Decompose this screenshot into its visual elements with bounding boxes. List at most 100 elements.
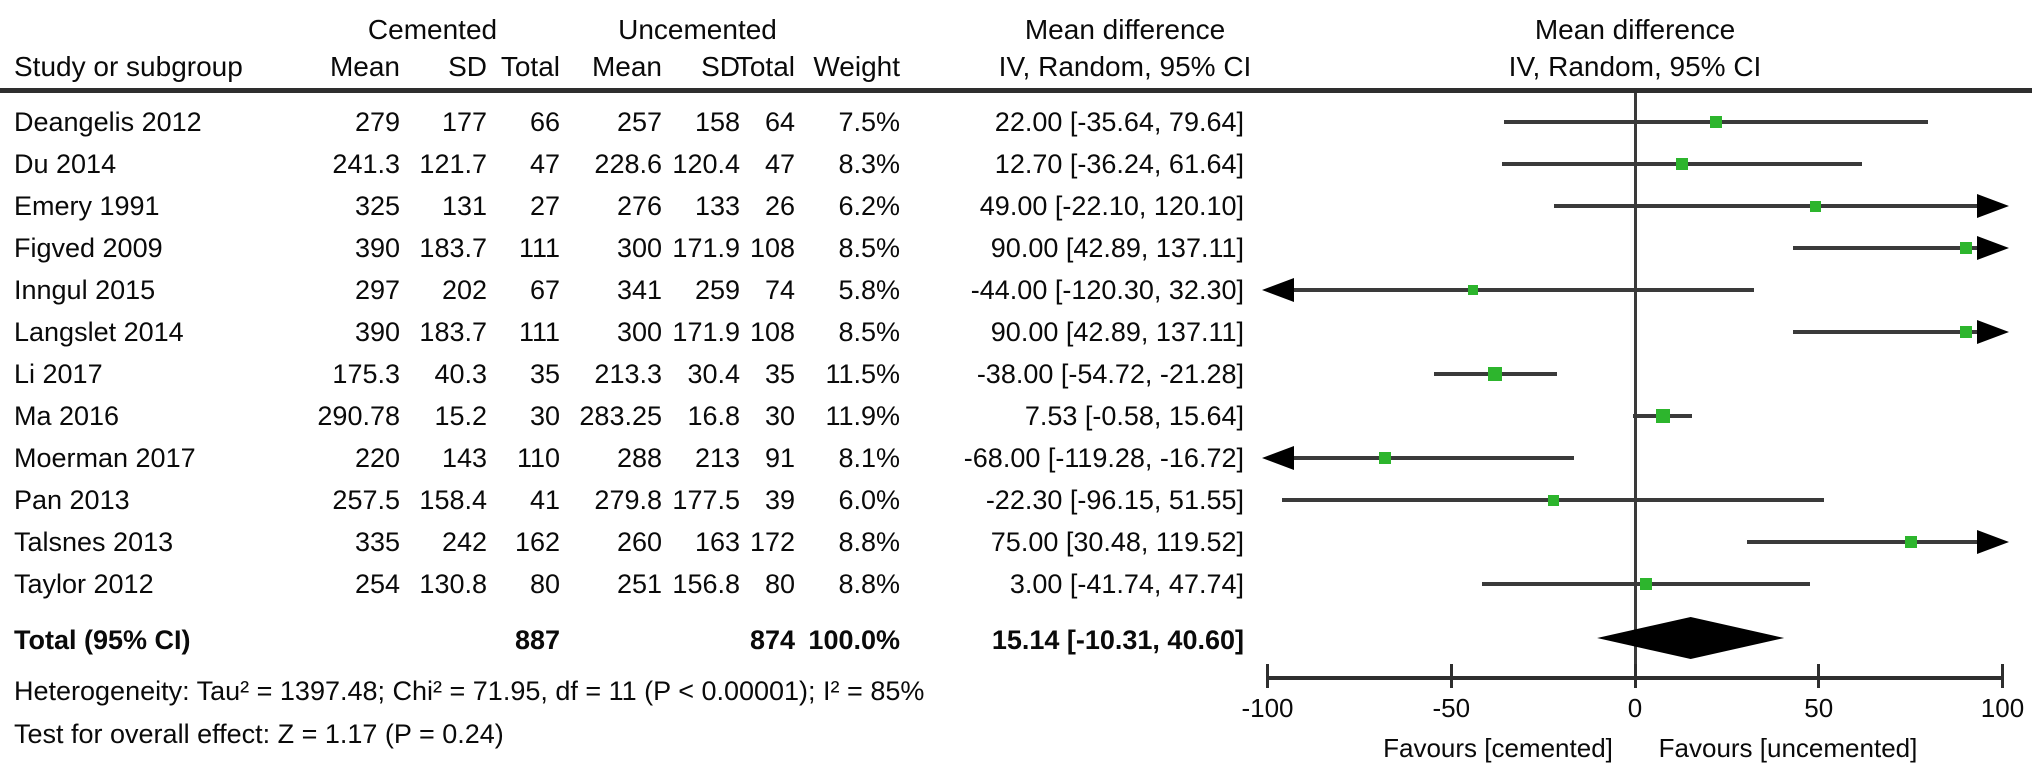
- study-row: Li 2017 175.3 40.3 35 213.3 30.4 35 11.5% -38.00…: [0, 359, 2032, 389]
- mean-uncemented-cell: 300: [616, 233, 662, 263]
- ci-text-cell: -38.00 [-54.72, -21.28]: [976, 359, 1244, 389]
- total-cemented-cell: 27: [529, 191, 560, 221]
- column-header-md-text-subtitle: IV, Random, 95% CI: [998, 51, 1252, 82]
- weight-cell: 6.0%: [838, 485, 900, 515]
- weight-cell: 5.8%: [838, 275, 900, 305]
- sd-cemented-cell: 242: [441, 527, 487, 557]
- column-header-md-plot-subtitle: IV, Random, 95% CI: [1508, 51, 1762, 82]
- total-cemented-cell: 67: [529, 275, 560, 305]
- ci-line: [1792, 246, 2003, 250]
- x-axis-tick-label: 50: [1804, 693, 1834, 723]
- column-header-weight: Weight: [813, 51, 900, 82]
- total-cemented-cell: 41: [529, 485, 560, 515]
- mean-uncemented-cell: 300: [616, 317, 662, 347]
- arrow-left-icon: [1261, 446, 1294, 470]
- arrow-right-icon: [1976, 236, 2009, 260]
- effect-marker: [1709, 116, 1722, 128]
- total-cemented-cell: 110: [516, 443, 560, 473]
- group-header-uncemented: Uncemented: [618, 14, 777, 45]
- sd-cemented-cell: 130.8: [419, 569, 487, 599]
- study-row: Du 2014 241.3 121.7 47 228.6 120.4 47 8.3% 12.70…: [0, 149, 2032, 179]
- column-header-total-cemented: Total: [500, 51, 560, 82]
- study-row: Talsnes 2013 335 242 162 260 163 172 8.8% 75.00 …: [0, 527, 2032, 557]
- effect-marker: [1379, 452, 1392, 464]
- ci-text-cell: 90.00 [42.89, 137.11]: [990, 233, 1244, 263]
- heterogeneity-note: Heterogeneity: Tau² = 1397.48; Chi² = 71…: [14, 676, 925, 706]
- weight-cell: 8.8%: [838, 527, 900, 557]
- sd-cemented-cell: 158.4: [419, 485, 487, 515]
- weight-cell: 11.9%: [825, 401, 900, 431]
- column-header-md-text-title: Mean difference: [1024, 14, 1226, 45]
- study-row: Inngul 2015 297 202 67 341 259 74 5.8% -44.00 [-…: [0, 275, 2032, 305]
- study-name-cell: Ma 2016: [14, 401, 120, 431]
- ci-line: [1553, 204, 2003, 208]
- weight-cell: 8.5%: [838, 317, 900, 347]
- study-name-cell: Li 2017: [14, 359, 103, 389]
- total-ci-text: 15.14 [-10.31, 40.60]: [991, 625, 1244, 655]
- mean-uncemented-cell: 279.8: [594, 485, 662, 515]
- favours-left-label: Favours [cemented]: [1383, 733, 1613, 763]
- ci-text-cell: -22.30 [-96.15, 51.55]: [985, 485, 1244, 515]
- total-cemented-cell: 30: [529, 401, 560, 431]
- mean-cemented-cell: 335: [354, 527, 400, 557]
- mean-uncemented-cell: 283.25: [579, 401, 662, 431]
- ci-text-cell: 22.00 [-35.64, 79.64]: [994, 107, 1244, 137]
- sd-uncemented-cell: 163: [694, 527, 740, 557]
- ci-line: [1267, 288, 1754, 292]
- mean-cemented-cell: 254: [354, 569, 400, 599]
- study-row: Deangelis 2012 279 177 66 257 158 64 7.5% 22.00 …: [0, 107, 2032, 137]
- sd-uncemented-cell: 16.8: [687, 401, 740, 431]
- study-name-cell: Inngul 2015: [14, 275, 156, 305]
- effect-marker: [1959, 242, 1972, 254]
- total-uncemented-cell: 26: [764, 191, 795, 221]
- weight-cell: 11.5%: [825, 359, 900, 389]
- mean-cemented-cell: 220: [354, 443, 400, 473]
- ci-text-cell: -44.00 [-120.30, 32.30]: [970, 275, 1244, 305]
- study-row: Figved 2009 390 183.7 111 300 171.9 108 8.5% 90.…: [0, 233, 2032, 263]
- mean-cemented-cell: 241.3: [332, 149, 400, 179]
- ci-text-cell: 7.53 [-0.58, 15.64]: [1024, 401, 1244, 431]
- x-axis-tick-label: 100: [1980, 693, 2025, 723]
- sd-cemented-cell: 15.2: [434, 401, 487, 431]
- total-cemented-cell: 111: [518, 317, 560, 347]
- study-name-cell: Taylor 2012: [14, 569, 154, 599]
- favours-right-label: Favours [uncemented]: [1658, 733, 1918, 763]
- column-header-study: Study or subgroup: [14, 51, 243, 82]
- sd-uncemented-cell: 177.5: [672, 485, 740, 515]
- mean-uncemented-cell: 276: [616, 191, 662, 221]
- study-row: Taylor 2012 254 130.8 80 251 156.8 80 8.8% 3.00 …: [0, 569, 2032, 599]
- mean-uncemented-cell: 341: [616, 275, 662, 305]
- x-axis-tick: [1633, 664, 1637, 688]
- group-header-cemented: Cemented: [367, 14, 498, 45]
- column-header-md-plot-title: Mean difference: [1534, 14, 1736, 45]
- column-header-mean-cemented: Mean: [329, 51, 400, 82]
- sd-uncemented-cell: 30.4: [687, 359, 740, 389]
- total-uncemented-cell: 30: [764, 401, 795, 431]
- ci-line: [1267, 456, 1574, 460]
- x-axis-tick-label: -100: [1241, 693, 1294, 723]
- total-uncemented-cell: 91: [764, 443, 795, 473]
- sd-cemented-cell: 40.3: [434, 359, 487, 389]
- total-uncemented-n: 874: [749, 625, 795, 655]
- arrow-right-icon: [1976, 530, 2009, 554]
- column-header-mean-uncemented: Mean: [591, 51, 662, 82]
- sd-uncemented-cell: 120.4: [672, 149, 740, 179]
- study-row: Moerman 2017 220 143 110 288 213 91 8.1% -68.00 …: [0, 443, 2032, 473]
- weight-cell: 7.5%: [838, 107, 900, 137]
- sd-cemented-cell: 121.7: [419, 149, 487, 179]
- mean-uncemented-cell: 228.6: [594, 149, 662, 179]
- weight-cell: 8.3%: [838, 149, 900, 179]
- effect-marker: [1547, 494, 1559, 506]
- study-row: Emery 1991 325 131 27 276 133 26 6.2% 49.00 [-22…: [0, 191, 2032, 221]
- ci-text-cell: -68.00 [-119.28, -16.72]: [963, 443, 1244, 473]
- total-cemented-cell: 80: [529, 569, 560, 599]
- overall-effect-note: Test for overall effect: Z = 1.17 (P = 0…: [14, 719, 504, 749]
- arrow-left-icon: [1261, 278, 1294, 302]
- total-uncemented-cell: 47: [764, 149, 795, 179]
- arrow-right-icon: [1976, 320, 2009, 344]
- x-axis-tick-label: -50: [1432, 693, 1471, 723]
- total-uncemented-cell: 39: [764, 485, 795, 515]
- study-row: Pan 2013 257.5 158.4 41 279.8 177.5 39 6.0% -22.…: [0, 485, 2032, 515]
- total-uncemented-cell: 108: [749, 317, 795, 347]
